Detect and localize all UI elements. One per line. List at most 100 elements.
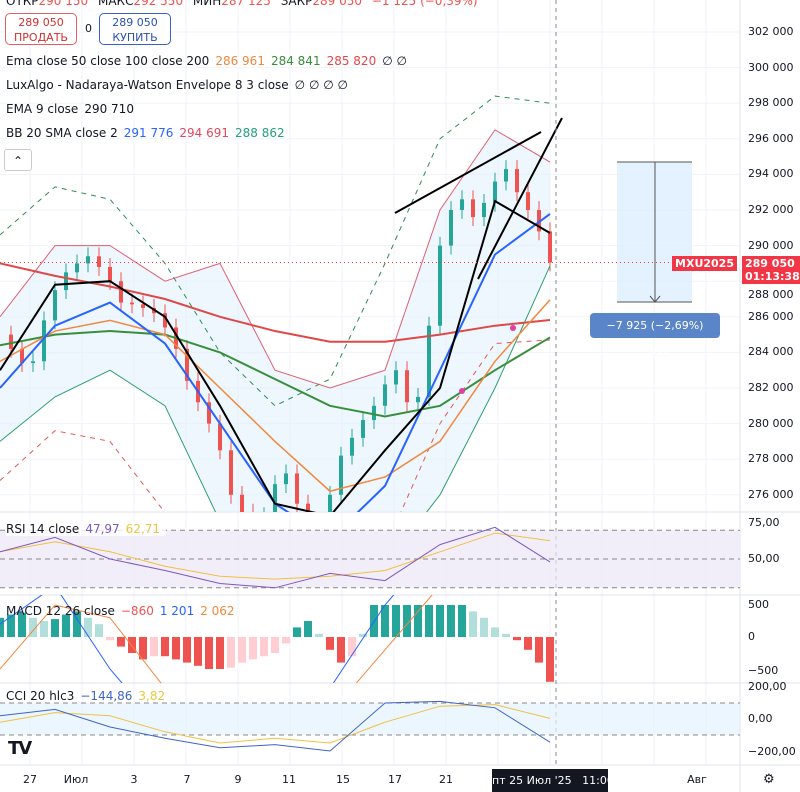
macd-histogram-bar	[326, 637, 334, 650]
lux-legend[interactable]: LuxAlgo - Nadaraya-Watson Envelope 8 3 c…	[6, 78, 348, 92]
candle	[295, 473, 299, 504]
crosshair-time-label: пт 25 Июл '25 11:00	[492, 769, 614, 792]
candle	[75, 263, 79, 273]
candle	[229, 450, 233, 495]
ohlc-legend: ОТКР290 150 МАКС292 550 МИН287 125 ЗАКР2…	[6, 0, 478, 8]
ema9-legend[interactable]: EMA 9 close 290 710	[6, 102, 134, 116]
rsi-legend[interactable]: RSI 14 close 47,97 62,71	[6, 522, 167, 536]
macd-histogram-bar	[7, 614, 15, 637]
price-tick: 296 000	[748, 131, 794, 145]
signal-line	[0, 595, 433, 683]
macd-histogram-bar	[271, 637, 279, 653]
tradingview-logo[interactable]: TV	[8, 738, 32, 759]
macd-histogram-bar	[117, 637, 125, 647]
env-upper-line	[0, 95, 551, 407]
ema-legend[interactable]: Ema close 50 close 100 close 200 286 961 2…	[6, 54, 407, 68]
candle	[141, 304, 145, 308]
chevron-up-icon[interactable]: ⌃	[4, 149, 32, 171]
price-tick: 288 000	[748, 288, 794, 301]
macd-histogram-bar	[216, 637, 224, 669]
macd-line	[0, 595, 395, 683]
candle	[240, 494, 244, 512]
candle	[504, 169, 508, 182]
rsi-ma-line	[0, 532, 551, 580]
macd-tick: 0	[748, 630, 755, 643]
candle	[449, 210, 453, 246]
macd-histogram-bar	[502, 633, 510, 637]
candle	[108, 266, 112, 282]
macd-histogram-bar	[128, 637, 136, 653]
symbol-tag: MXU2025	[672, 256, 737, 271]
candle	[284, 473, 288, 485]
price-tick: 292 000	[748, 203, 794, 216]
macd-histogram-bar	[359, 633, 367, 637]
price-tick: 298 000	[748, 96, 794, 110]
bb-legend[interactable]: BB 20 SMA close 2 291 776 294 691 288 862	[6, 126, 285, 140]
candle	[306, 503, 310, 512]
macd-histogram-bar	[106, 637, 114, 641]
macd-histogram-bar	[491, 627, 499, 637]
macd-histogram-bar	[458, 605, 466, 637]
time-tick: 3	[130, 773, 138, 786]
macd-histogram-bar	[227, 637, 235, 668]
macd-histogram-bar	[425, 605, 433, 637]
candle	[119, 281, 123, 303]
macd-histogram-bar	[260, 637, 268, 657]
time-tick: 11	[282, 773, 296, 786]
candle	[383, 384, 387, 406]
candle	[163, 313, 167, 328]
candle	[64, 272, 68, 291]
candle	[328, 494, 332, 512]
candle	[537, 210, 541, 232]
candle	[262, 516, 266, 520]
candle	[207, 402, 211, 424]
time-tick: 17	[388, 773, 402, 786]
candle	[317, 522, 321, 527]
buy-button[interactable]: 289 050 КУПИТЬ	[99, 13, 171, 45]
trend-line	[477, 117, 563, 280]
candle	[185, 348, 189, 381]
cci-legend[interactable]: CCI 20 hlc3 −144,86 3,82	[6, 689, 166, 703]
candle	[493, 181, 497, 203]
ema50-line	[0, 299, 551, 493]
bb-fill	[0, 129, 550, 512]
macd-histogram-bar	[161, 637, 169, 657]
macd-histogram-bar	[436, 605, 444, 637]
candle	[97, 256, 101, 267]
macd-histogram-bar	[18, 612, 26, 637]
price-tick: 300 000	[748, 60, 794, 74]
candle	[372, 405, 376, 421]
macd-histogram-bar	[205, 637, 213, 669]
settings-icon[interactable]: ⚙	[763, 772, 775, 787]
macd-histogram-bar	[513, 637, 521, 641]
macd-histogram-bar	[62, 614, 70, 637]
macd-histogram-bar	[447, 605, 455, 637]
candle	[526, 192, 530, 210]
candle	[460, 199, 464, 210]
price-tick: 278 000	[748, 452, 794, 466]
cci-band	[0, 703, 740, 735]
candle	[251, 513, 255, 520]
rsi-tick: 50,00	[748, 552, 780, 565]
macd-histogram-bar	[315, 633, 323, 637]
rsi-line	[0, 526, 551, 589]
candle	[130, 302, 134, 305]
macd-histogram-bar	[51, 619, 59, 637]
candle	[350, 437, 354, 456]
sell-button[interactable]: 289 050 ПРОДАТЬ	[5, 13, 77, 45]
macd-histogram-bar	[150, 637, 158, 657]
candle	[218, 423, 222, 451]
macd-tick: 500	[748, 598, 769, 611]
macd-histogram-bar	[381, 605, 389, 637]
price-tick: 294 000	[748, 167, 794, 181]
macd-histogram-bar	[535, 637, 543, 663]
macd-histogram-bar	[392, 605, 400, 637]
candle	[471, 199, 475, 218]
candle	[42, 320, 46, 362]
macd-legend[interactable]: MACD 12 26 close −860 1 201 2 062	[6, 604, 235, 618]
macd-histogram-bar	[403, 605, 411, 637]
candle	[394, 370, 398, 385]
macd-histogram-bar	[524, 637, 532, 650]
candle	[482, 202, 486, 218]
